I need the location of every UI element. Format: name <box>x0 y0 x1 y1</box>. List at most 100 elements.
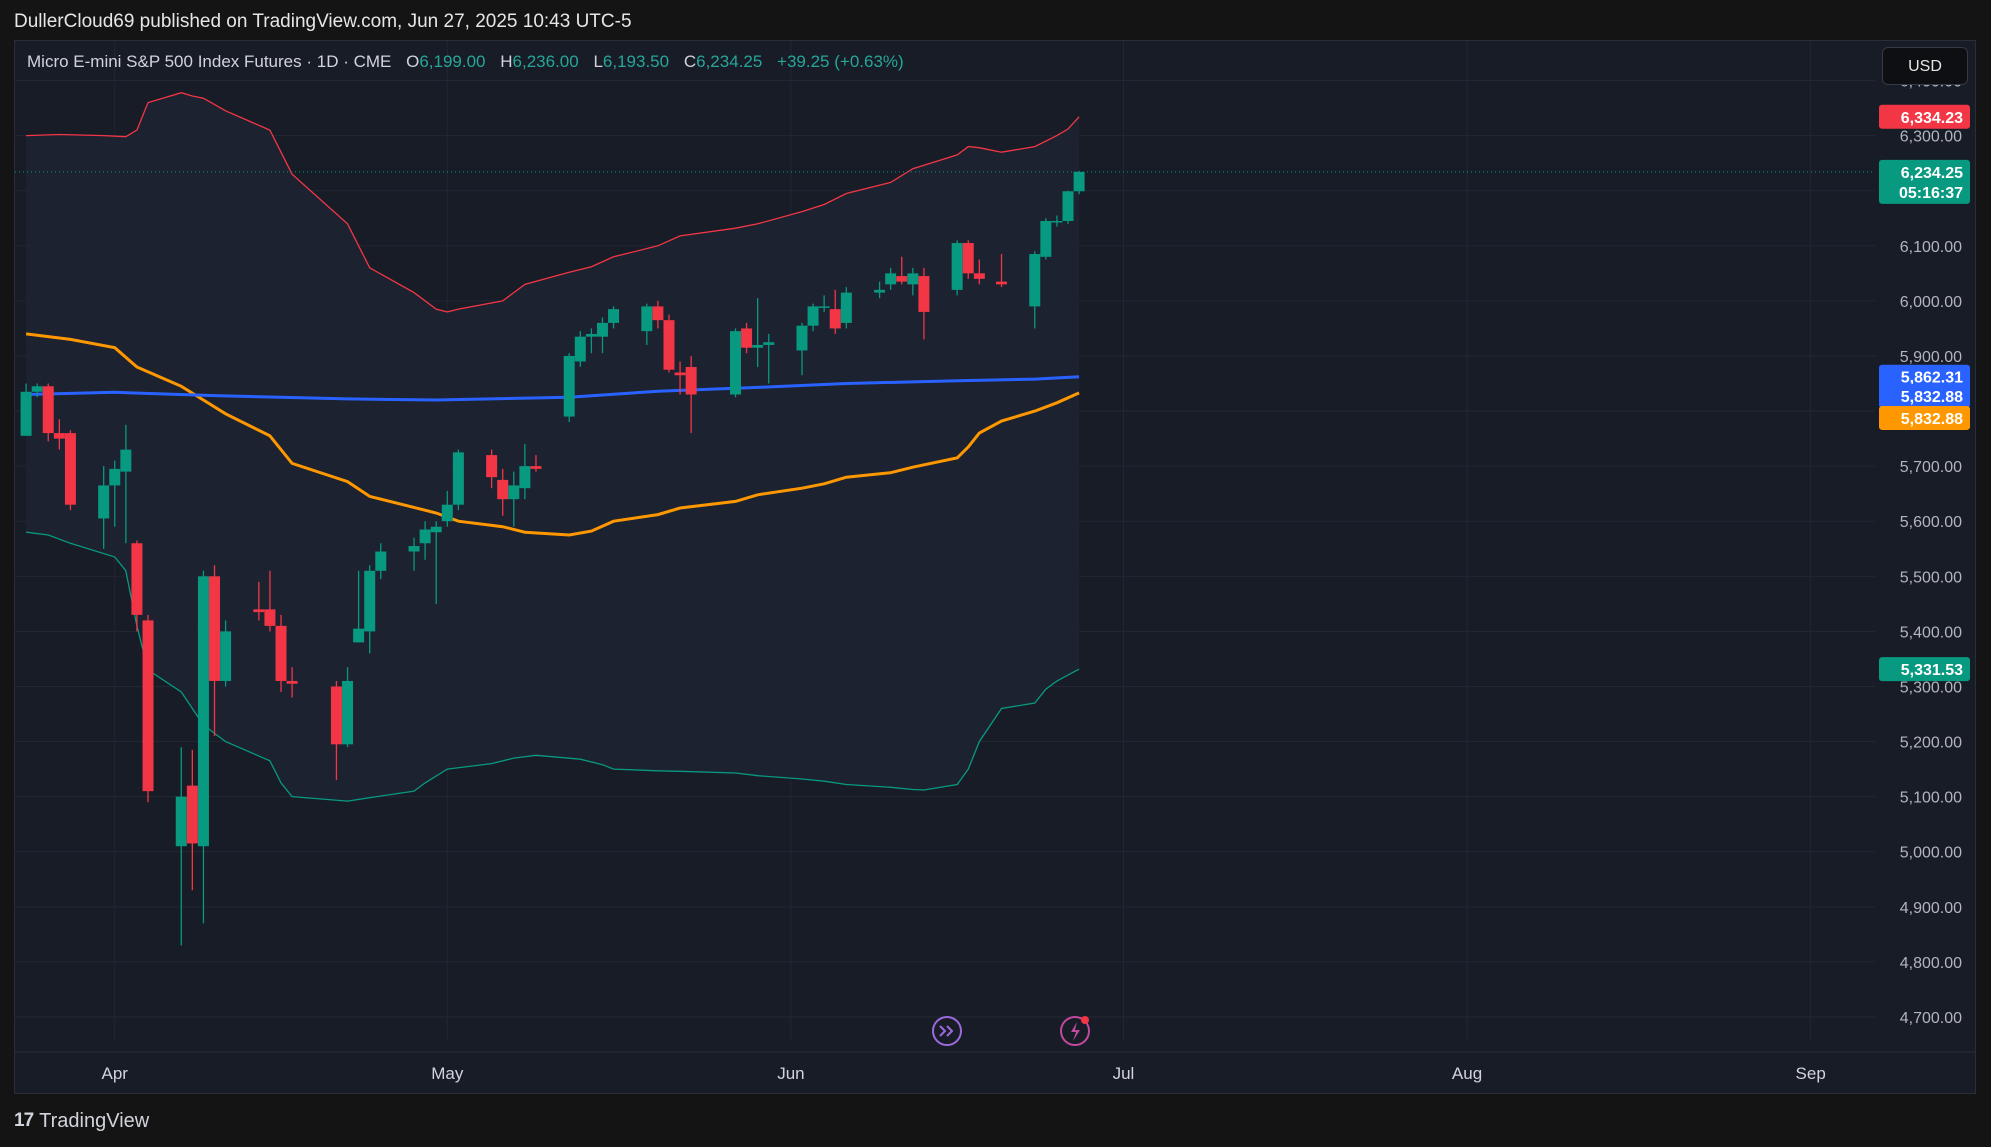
candle-body <box>1062 191 1074 222</box>
x-tick-label: Apr <box>102 1064 129 1083</box>
candle-body <box>1040 221 1052 257</box>
candle-body <box>220 631 232 681</box>
candle-body <box>563 355 575 417</box>
publisher-line: DullerCloud69 published on TradingView.c… <box>14 11 632 32</box>
candle-body <box>53 433 65 439</box>
candle-body <box>197 576 209 847</box>
candle-body <box>885 273 897 285</box>
candle-body <box>962 243 974 274</box>
notification-dot <box>1081 1016 1089 1024</box>
candle-body <box>98 485 110 519</box>
price-badge-label: 5,832.88 <box>1901 389 1963 406</box>
candle-body <box>131 543 143 615</box>
x-tick-label: Sep <box>1796 1064 1826 1083</box>
candle-body <box>996 281 1008 285</box>
y-tick-label: 5,500.00 <box>1900 569 1962 586</box>
price-badge <box>1879 383 1970 408</box>
open-label: O <box>406 52 420 71</box>
candle-body <box>42 386 54 434</box>
candle-body <box>286 680 298 684</box>
candle-body <box>807 306 819 326</box>
candle-body <box>186 785 198 844</box>
candle-body <box>752 344 764 348</box>
candle-body <box>729 331 741 395</box>
candle-body <box>585 333 597 337</box>
price-badge-label: 5,832.88 <box>1901 411 1963 428</box>
y-tick-label: 6,000.00 <box>1900 294 1962 311</box>
price-badge <box>1879 104 1970 129</box>
candle-body <box>375 551 387 571</box>
lightning-glyph <box>1071 1022 1080 1041</box>
candle-body <box>874 289 886 293</box>
candle-body <box>829 309 841 329</box>
tradingview-branding[interactable]: 17 TradingView <box>14 1106 149 1136</box>
candle-body <box>31 386 43 392</box>
price-badge <box>1879 405 1970 430</box>
orange-ma-line <box>25 332 1080 537</box>
candle-body <box>663 320 675 370</box>
y-tick-label: 4,700.00 <box>1900 1010 1962 1027</box>
candle-body <box>508 485 520 500</box>
y-tick-label: 4,900.00 <box>1900 900 1962 917</box>
low-label: L <box>593 52 603 71</box>
candle-body <box>64 433 76 505</box>
low-value: 6,193.50 <box>602 52 670 71</box>
price-badge-label: 6,234.25 <box>1901 165 1963 182</box>
candle-body <box>973 273 985 279</box>
candle-body <box>608 309 620 323</box>
candle-body <box>120 449 132 472</box>
symbol-legend: Micro E-mini S&P 500 Index Futures · 1D … <box>27 52 904 76</box>
close-label: C <box>683 52 697 71</box>
price-badge <box>1879 657 1970 682</box>
y-tick-label: 6,300.00 <box>1900 129 1962 146</box>
candle-body <box>452 452 464 505</box>
currency-selector[interactable]: USD <box>1882 47 1968 85</box>
symbol-title[interactable]: Micro E-mini S&P 500 Index Futures · 1D … <box>27 52 392 71</box>
candle-body <box>574 336 586 362</box>
y-tick-label: 4,800.00 <box>1900 955 1962 972</box>
fast-forward-glyph <box>939 1025 954 1037</box>
candle-body <box>175 796 187 847</box>
high-value: 6,236.00 <box>512 52 579 71</box>
candle-body <box>275 625 287 681</box>
candle-body <box>818 306 830 308</box>
candle-body <box>641 306 653 332</box>
candle-body <box>763 342 775 345</box>
lower-band-line <box>26 531 1080 802</box>
y-tick-label: 5,300.00 <box>1900 679 1962 696</box>
fast-forward-icon[interactable] <box>932 1016 962 1046</box>
candle-body <box>796 325 808 351</box>
candle-body <box>907 273 919 285</box>
candle-body <box>408 546 420 552</box>
candle-body <box>918 276 930 312</box>
candle-body <box>20 391 32 436</box>
change-value: +39.25 (+0.63%) <box>777 52 904 71</box>
candle-body <box>519 466 531 489</box>
candle-body <box>652 306 664 321</box>
price-badge <box>1879 364 1970 389</box>
candle-body <box>1029 254 1041 307</box>
candle-body <box>330 686 342 745</box>
lightning-icon[interactable] <box>1060 1016 1090 1046</box>
open-value: 6,199.00 <box>419 52 486 71</box>
candle-body <box>596 322 608 337</box>
candle-body <box>353 628 365 643</box>
candle-body <box>342 680 354 745</box>
y-tick-label: 5,400.00 <box>1900 624 1962 641</box>
price-badge-label: 5,862.31 <box>1901 370 1963 387</box>
candle-body <box>264 609 276 626</box>
band-fill <box>26 92 1080 802</box>
y-tick-label: 5,000.00 <box>1900 845 1962 862</box>
x-tick-label: May <box>431 1064 464 1083</box>
x-tick-label: Jun <box>777 1064 804 1083</box>
high-label: H <box>500 52 513 71</box>
candle-body <box>109 468 121 486</box>
tradingview-logo-icon: 17 <box>14 1110 34 1131</box>
candle-body <box>486 455 498 478</box>
x-tick-label: Aug <box>1452 1064 1482 1083</box>
candle-body <box>1051 221 1063 223</box>
y-tick-label: 5,700.00 <box>1900 459 1962 476</box>
candle-body <box>1073 171 1085 192</box>
